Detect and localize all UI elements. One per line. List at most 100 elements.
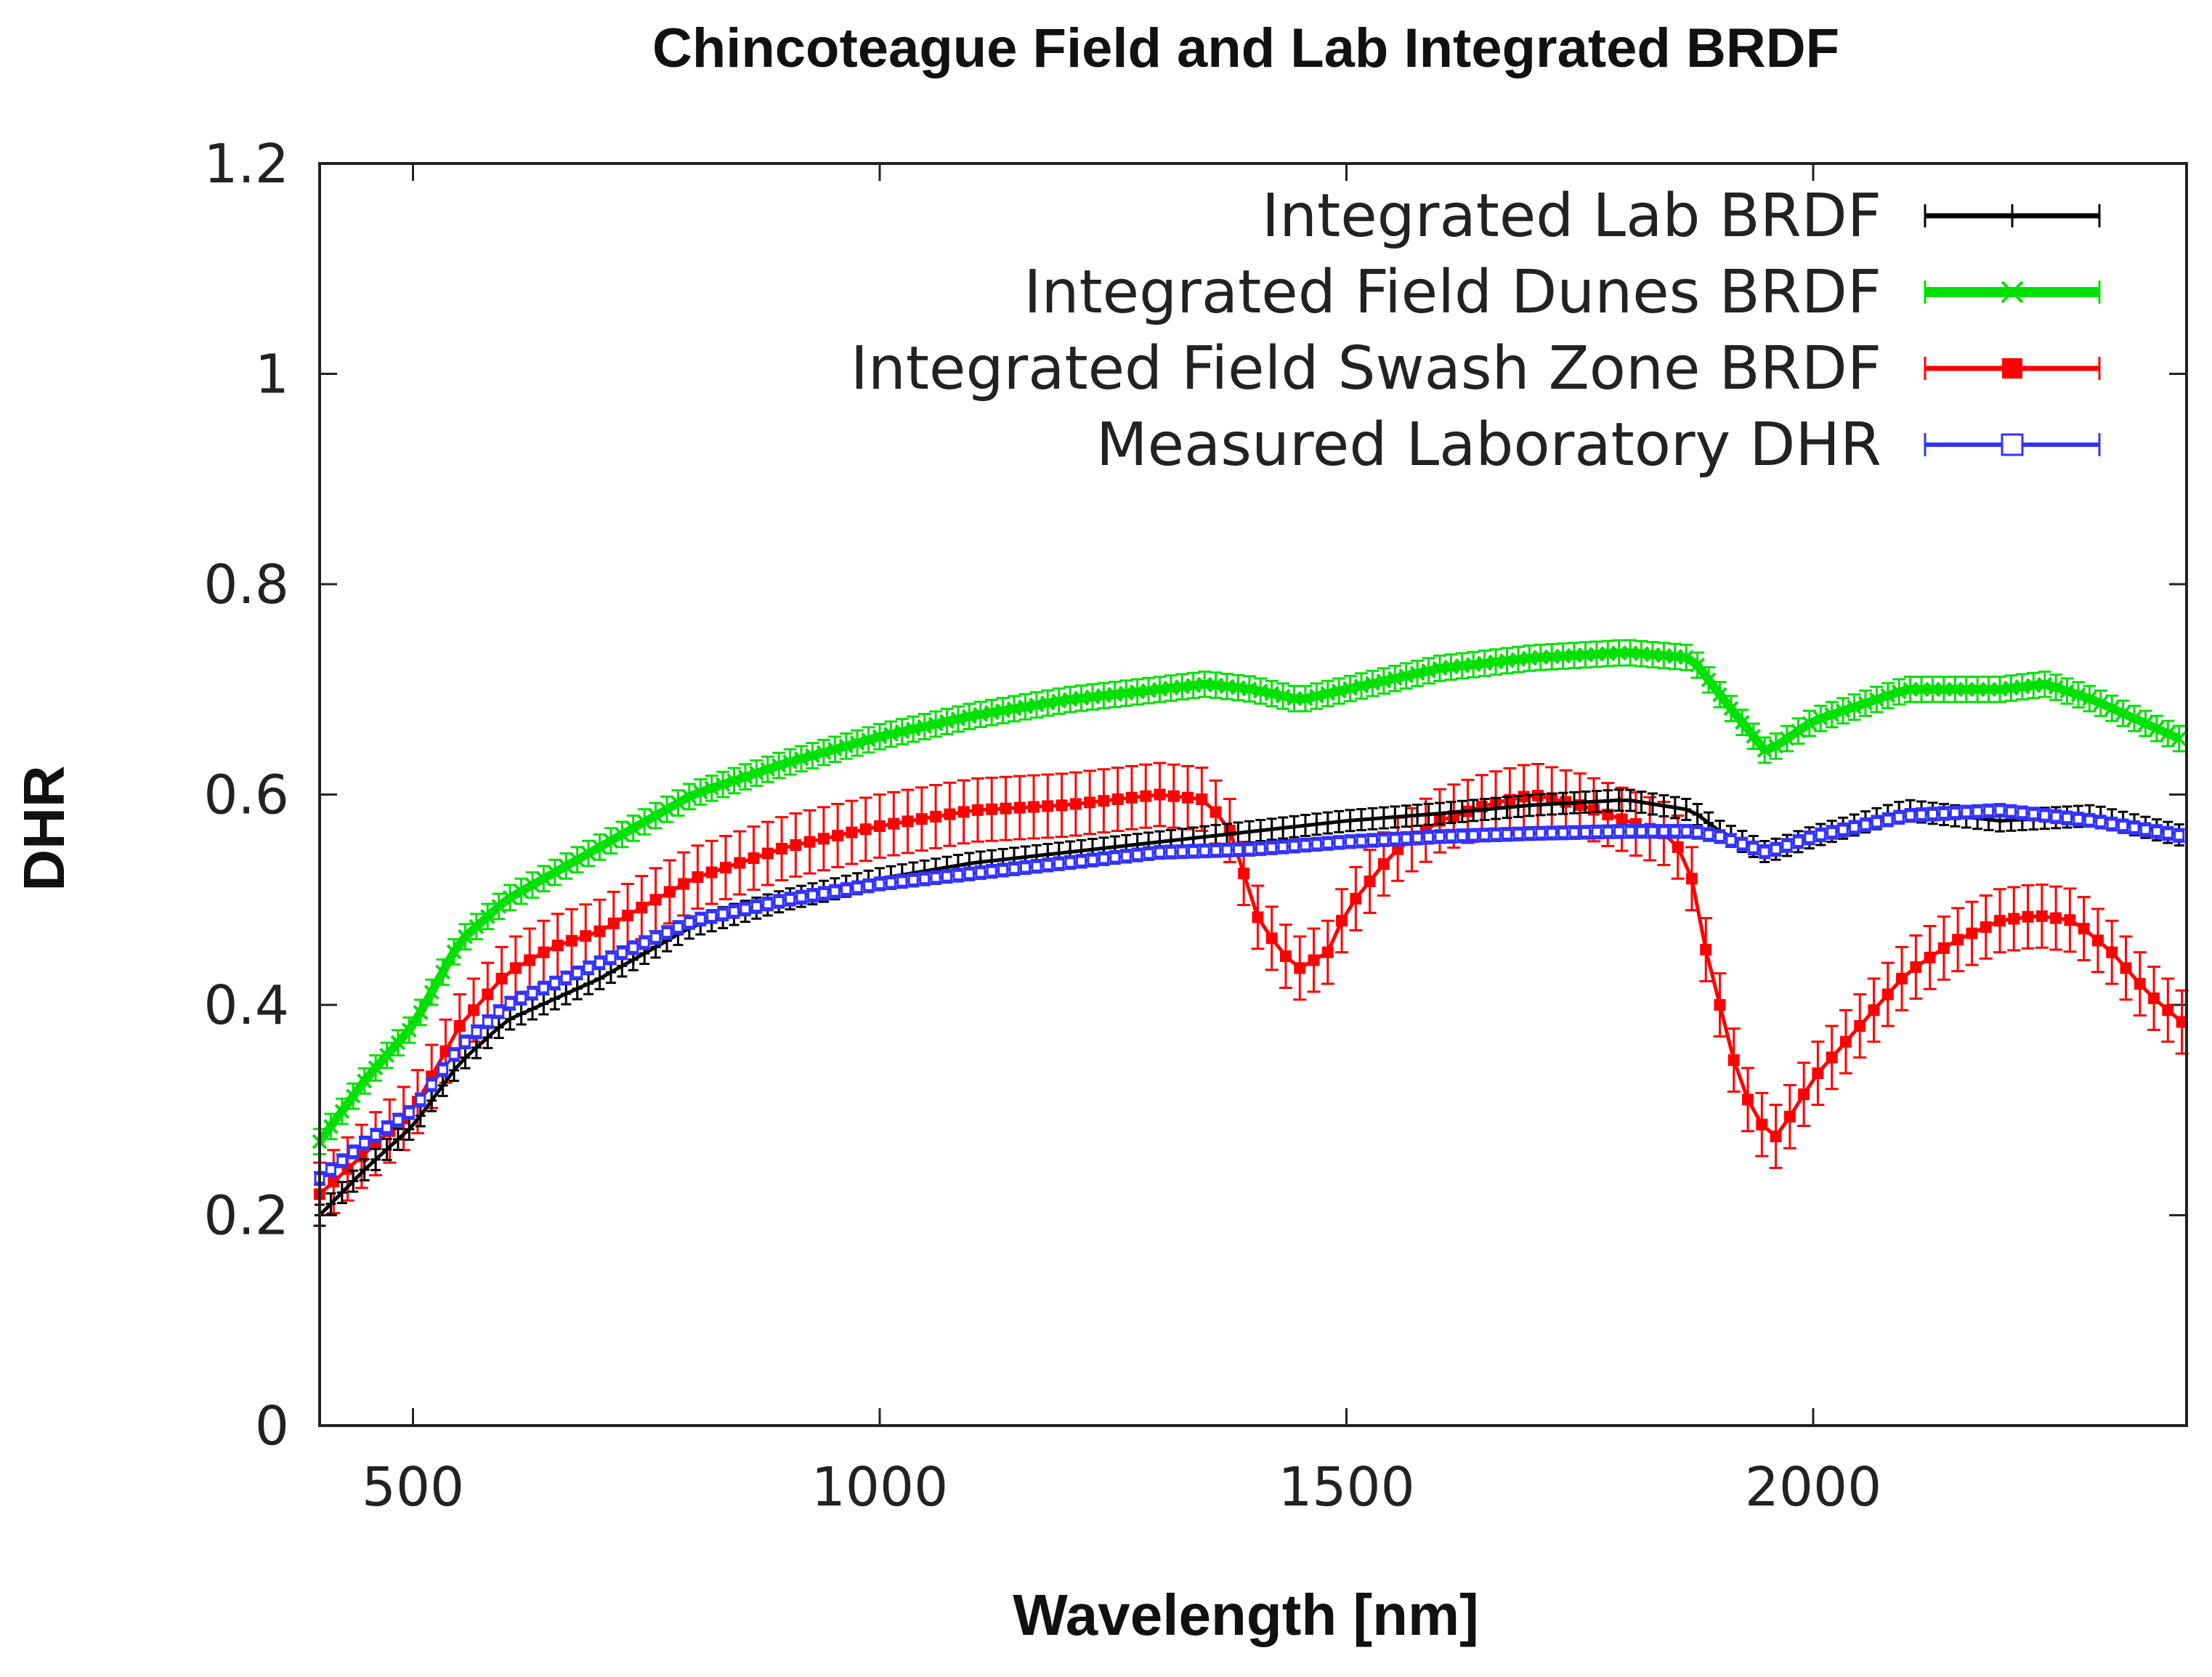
marker-x-b (726, 772, 742, 788)
marker-x-b (2171, 731, 2187, 746)
marker-x-b (2104, 700, 2120, 716)
marker-open-square (1019, 862, 1031, 873)
marker-x-b (1812, 711, 1828, 727)
marker-open-square (1692, 827, 1703, 838)
marker-square (1839, 1035, 1852, 1048)
marker-x-b (1107, 687, 1123, 703)
marker-x-b (502, 889, 518, 905)
marker-x-b (928, 716, 944, 732)
marker-open-square (785, 893, 796, 905)
marker-square (1013, 801, 1026, 814)
marker-open-square (1624, 825, 1636, 837)
marker-square (986, 803, 998, 815)
marker-square (874, 820, 886, 832)
marker-square (817, 833, 830, 845)
marker-x-b (1051, 693, 1067, 709)
marker-x-b (1287, 691, 1302, 706)
marker-open-square (1087, 854, 1098, 866)
marker-open-square (1502, 828, 1513, 840)
marker-open-square (963, 868, 975, 880)
marker-square (1616, 813, 1628, 825)
marker-square (1154, 788, 1166, 801)
marker-open-square (583, 962, 594, 974)
marker-open-square (2073, 813, 2084, 825)
marker-x-b (1510, 652, 1526, 668)
marker-x-b (2160, 726, 2176, 741)
marker-open-square (1781, 840, 1793, 852)
marker-x-b (2025, 678, 2041, 693)
marker-x-b (570, 852, 586, 868)
marker-x-b (2149, 721, 2165, 737)
marker-open-square (347, 1146, 359, 1157)
marker-x-b (1062, 692, 1078, 708)
marker-open-square (2128, 822, 2140, 833)
marker-square (761, 847, 774, 860)
marker-open-square (1401, 833, 1412, 844)
marker-open-square (1165, 846, 1177, 858)
marker-open-square (1366, 835, 1378, 846)
marker-x-b (1074, 690, 1089, 706)
marker-open-square (1423, 831, 1435, 843)
marker-x-b (379, 1048, 394, 1063)
marker-open-square (930, 872, 941, 884)
marker-open-square (1636, 825, 1648, 837)
marker-square (888, 817, 900, 830)
marker-open-square (359, 1137, 370, 1149)
marker-open-square (1199, 845, 1210, 857)
marker-x-b (1454, 658, 1470, 674)
x-tick-label: 2000 (1745, 1456, 1881, 1519)
marker-open-square (1546, 827, 1557, 838)
marker-open-square (919, 873, 931, 885)
marker-x-b (793, 751, 809, 767)
marker-open-square (1591, 826, 1603, 838)
marker-square (1966, 927, 1978, 939)
marker-open-square (896, 876, 908, 887)
marker-square (1685, 873, 1698, 885)
marker-square (1252, 911, 1264, 924)
marker-x-b (1925, 682, 1940, 698)
marker-open-square (997, 864, 1009, 876)
marker-open-square (1557, 827, 1569, 838)
marker-open-square (661, 926, 673, 938)
marker-x-b (883, 726, 899, 742)
marker-open-square (2017, 807, 2028, 819)
marker-square (705, 866, 718, 878)
marker-x-b (424, 985, 439, 1001)
marker-x-b (1969, 682, 1985, 698)
marker-x-b (1477, 655, 1493, 671)
marker-square (1028, 801, 1040, 813)
marker-square (1868, 1004, 1880, 1017)
marker-open-square (1815, 829, 1826, 841)
marker-x-b (524, 877, 540, 893)
marker-x-b (861, 732, 876, 748)
marker-x-b (1981, 682, 1996, 698)
marker-x-b (2059, 683, 2075, 699)
marker-square (2091, 934, 2104, 947)
legend-item: Integrated Field Swash Zone BRDF (851, 334, 2101, 403)
marker-x-b (334, 1104, 350, 1119)
marker-x-b (1791, 723, 1806, 739)
marker-open-square (549, 977, 561, 989)
marker-open-square (2027, 808, 2039, 820)
marker-square (2134, 978, 2146, 990)
marker-square (1924, 951, 1936, 963)
marker-open-square (493, 1006, 505, 1017)
marker-open-square (1658, 825, 1669, 837)
marker-open-square (336, 1155, 348, 1167)
marker-open-square (325, 1164, 336, 1176)
marker-square (1994, 915, 2006, 927)
marker-x-b (1308, 688, 1324, 704)
marker-square (1364, 875, 1376, 887)
marker-open-square (863, 880, 875, 892)
marker-square (1714, 999, 1726, 1011)
marker-x-b (760, 761, 776, 777)
marker-x-b (1409, 666, 1425, 682)
marker-square (734, 857, 746, 869)
marker-square (1210, 806, 1222, 818)
marker-open-square (504, 998, 516, 1009)
marker-x-b (345, 1088, 361, 1104)
x-axis-label: Wavelength [nm] (1013, 1583, 1478, 1647)
marker-x-b (805, 748, 820, 764)
marker-x-b (2115, 706, 2131, 722)
marker-open-square (1008, 863, 1020, 875)
